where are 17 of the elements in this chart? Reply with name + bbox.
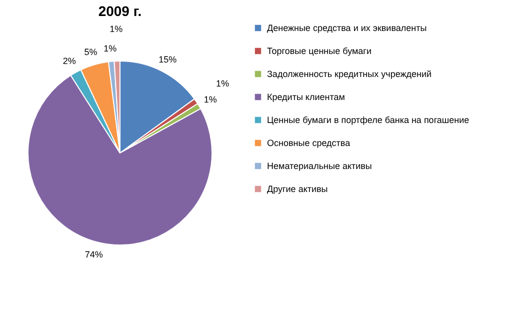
data-label: 5% xyxy=(84,47,98,58)
data-label: 1% xyxy=(216,78,230,88)
data-label: 1% xyxy=(204,94,217,105)
legend-label: Кредиты клиентам xyxy=(267,92,345,102)
legend-label: Другие активы xyxy=(267,184,328,194)
legend-label: Денежные средства и их эквиваленты xyxy=(267,23,427,33)
legend-label: Основные средства xyxy=(267,138,350,148)
data-label: 74% xyxy=(84,250,103,260)
legend-label: Ценные бумаги в портфеле банка на погашение xyxy=(267,115,470,125)
data-label: 2% xyxy=(62,56,76,66)
data-label: 15% xyxy=(158,54,177,64)
legend-label: Задолженность кредитных учреждений xyxy=(267,69,432,79)
chart-title: 2009 г. xyxy=(98,3,142,19)
legend-label: Нематериальные активы xyxy=(267,161,372,171)
legend-label: Торговые ценные бумаги xyxy=(267,46,372,56)
data-label: 1% xyxy=(104,43,117,54)
data-label: 1% xyxy=(110,24,123,34)
